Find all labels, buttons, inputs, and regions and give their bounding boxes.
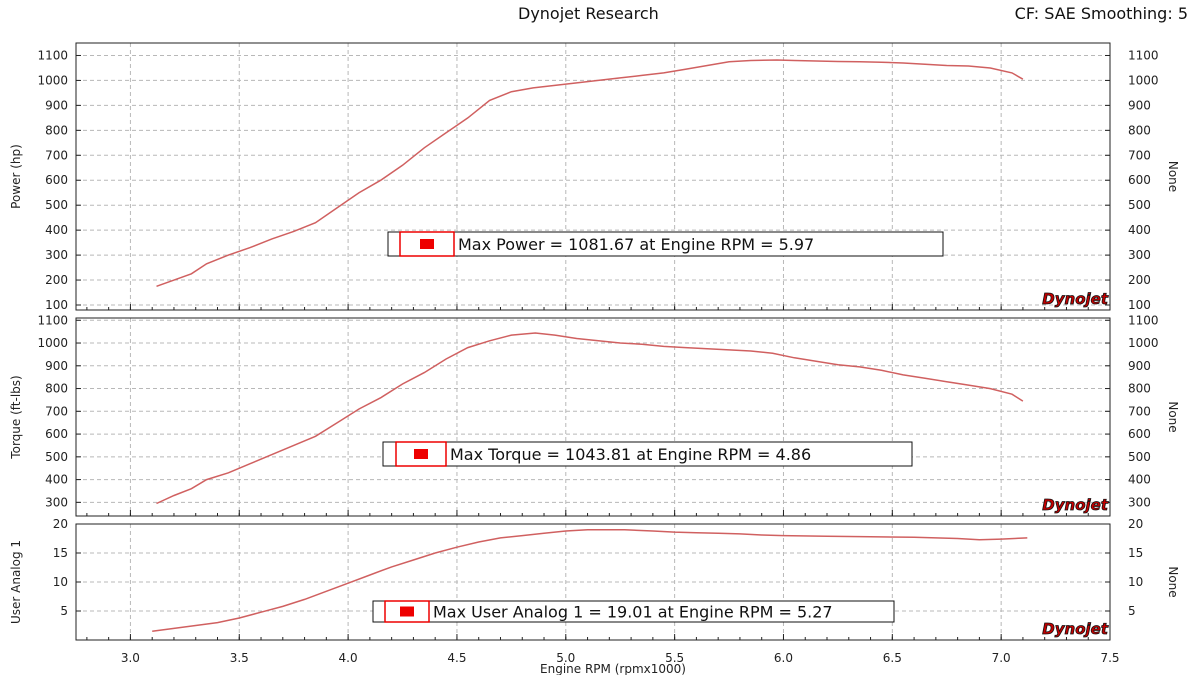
dynojet-logo: Dynojet	[1042, 496, 1109, 514]
y-tick-label-right: 300	[1128, 495, 1151, 509]
y-axis-label-right: None	[1166, 566, 1180, 597]
correction-factor-label: CF: SAE Smoothing: 5	[1014, 4, 1188, 23]
y-tick-label-right: 900	[1128, 359, 1151, 373]
y-tick-label-right: 20	[1128, 517, 1143, 531]
panel-1: 100 100 200 200 300 300 400 400 500 500 600 600 700 7…	[9, 42, 1180, 312]
y-tick-label-right: 500	[1128, 198, 1151, 212]
y-tick-label-right: 200	[1128, 273, 1151, 287]
y-axis-label: Power (hp)	[9, 144, 23, 209]
y-axis-label-right: None	[1166, 161, 1180, 192]
y-tick-label-right: 1100	[1128, 313, 1159, 327]
annotation-text: Max Power = 1081.67 at Engine RPM = 5.97	[458, 235, 814, 254]
y-tick-label-left: 1100	[37, 313, 68, 327]
y-tick-label-left: 500	[45, 450, 68, 464]
dynojet-logo: Dynojet	[1042, 290, 1109, 308]
y-tick-label-right: 1000	[1128, 73, 1159, 87]
legend-swatch-frame	[399, 231, 455, 257]
x-tick-label: 5.0	[556, 651, 575, 665]
y-tick-label-left: 800	[45, 382, 68, 396]
legend-marker	[420, 239, 434, 249]
series-line	[156, 332, 1024, 505]
y-tick-label-left: 900	[45, 359, 68, 373]
y-tick-label-right: 700	[1128, 148, 1151, 162]
y-tick-label-right: 900	[1128, 98, 1151, 112]
y-tick-label-right: 100	[1128, 298, 1151, 312]
annotation-text: Max User Analog 1 = 19.01 at Engine RPM …	[433, 603, 833, 622]
y-tick-label-right: 700	[1128, 404, 1151, 418]
x-tick-label: 4.0	[339, 651, 358, 665]
y-tick-label-left: 200	[45, 273, 68, 287]
y-tick-label-left: 400	[45, 473, 68, 487]
y-tick-label-left: 400	[45, 223, 68, 237]
y-tick-label-left: 700	[45, 148, 68, 162]
x-tick-label: 7.5	[1100, 651, 1119, 665]
y-tick-label-right: 10	[1128, 575, 1143, 589]
dynojet-logo: Dynojet	[1042, 620, 1109, 638]
y-tick-label-left: 700	[45, 404, 68, 418]
y-tick-label-left: 1000	[37, 73, 68, 87]
y-tick-label-right: 800	[1128, 123, 1151, 137]
y-tick-label-right: 15	[1128, 546, 1143, 560]
series-line	[152, 529, 1028, 633]
y-tick-label-right: 800	[1128, 382, 1151, 396]
y-tick-label-left: 600	[45, 427, 68, 441]
y-tick-label-right: 600	[1128, 427, 1151, 441]
y-tick-label-right: 400	[1128, 223, 1151, 237]
y-tick-label-right: 500	[1128, 450, 1151, 464]
y-axis-label: Torque (ft-lbs)	[9, 375, 23, 459]
y-tick-label-left: 1100	[37, 48, 68, 62]
y-tick-label-left: 300	[45, 495, 68, 509]
y-tick-label-right: 1000	[1128, 336, 1159, 350]
y-tick-label-right: 5	[1128, 604, 1136, 618]
plot-frame	[75, 317, 1111, 517]
y-tick-label-left: 800	[45, 123, 68, 137]
annotation-box	[382, 441, 913, 467]
y-tick-label-right: 600	[1128, 173, 1151, 187]
y-tick-label-right: 1100	[1128, 48, 1159, 62]
x-tick-label: 7.0	[992, 651, 1011, 665]
legend-marker	[400, 606, 414, 617]
y-tick-label-left: 20	[53, 517, 68, 531]
panel-2: 300 300 400 400 500 500 600 600 700 700 800 800 900 9…	[9, 313, 1180, 517]
y-tick-label-left: 15	[53, 546, 68, 560]
y-tick-label-left: 500	[45, 198, 68, 212]
x-axis-label: Engine RPM (rpmx1000)	[540, 662, 686, 675]
panel-3: 5 5 10 10 15 15 20 20 User Analog 1 None Max User …	[9, 517, 1180, 641]
plot-frame	[75, 523, 1111, 641]
y-axis-label: User Analog 1	[9, 540, 23, 624]
x-tick-label: 3.0	[121, 651, 140, 665]
y-tick-label-left: 100	[45, 298, 68, 312]
y-tick-label-left: 600	[45, 173, 68, 187]
x-tick-label: 3.5	[230, 651, 249, 665]
y-axis-label-right: None	[1166, 401, 1180, 432]
legend-marker	[414, 449, 428, 459]
series-line	[156, 59, 1024, 288]
y-tick-label-right: 300	[1128, 248, 1151, 262]
x-tick-label: 5.5	[665, 651, 684, 665]
y-tick-label-right: 400	[1128, 473, 1151, 487]
y-tick-label-left: 300	[45, 248, 68, 262]
x-tick-label: 6.5	[883, 651, 902, 665]
annotation-box	[372, 600, 895, 623]
y-tick-label-left: 5	[60, 604, 68, 618]
annotation-text: Max Torque = 1043.81 at Engine RPM = 4.8…	[450, 445, 811, 464]
y-tick-label-left: 900	[45, 98, 68, 112]
x-tick-label: 6.0	[774, 651, 793, 665]
report-title: Dynojet Research	[518, 4, 659, 23]
plot-frame	[75, 42, 1111, 311]
x-tick-label: 4.5	[447, 651, 466, 665]
y-tick-label-left: 1000	[37, 336, 68, 350]
y-tick-label-left: 10	[53, 575, 68, 589]
annotation-box	[387, 231, 944, 257]
